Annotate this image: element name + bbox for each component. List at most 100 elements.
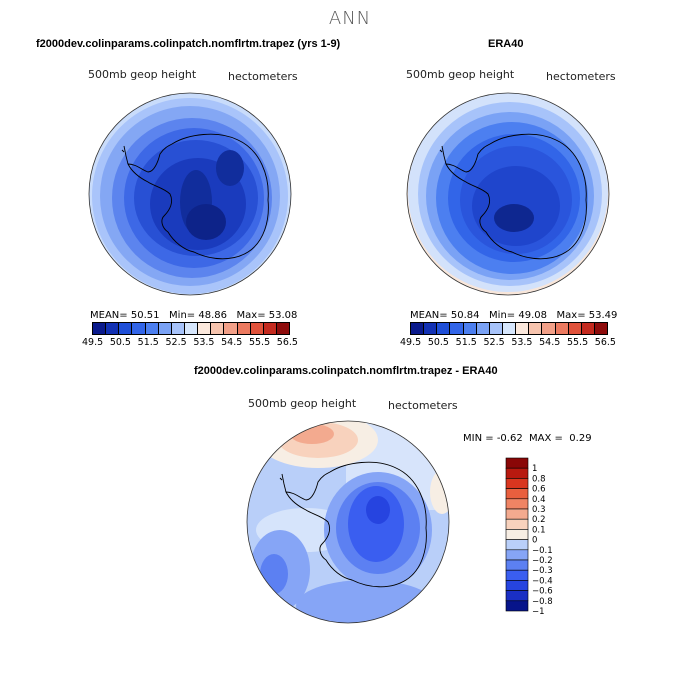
p2-max-value: 53.49 — [588, 310, 618, 321]
p1-mean-label: MEAN= — [90, 310, 128, 321]
p3-colorbar-swatch — [505, 457, 529, 469]
p2-colorbar-swatch — [541, 323, 555, 334]
panel-2-map — [406, 92, 610, 296]
p1-min-value: 48.86 — [198, 310, 227, 321]
p1-colorbar-swatch — [157, 323, 171, 334]
p3-colorbar-tick-label: 1 — [532, 464, 537, 474]
p2-map-border — [406, 92, 610, 296]
panel-3-title: f2000dev.colinparams.colinpatch.nomflrtm… — [194, 365, 498, 377]
p3-max-value: 0.29 — [569, 433, 592, 444]
p1-colorbar-swatch — [275, 323, 290, 334]
p1-colorbar-swatch — [131, 323, 145, 334]
p3-colorbar-tick-label: −0.6 — [532, 587, 553, 597]
p3-colorbar-tick-label: −0.3 — [532, 566, 553, 576]
panel-3-stats: MIN = -0.62 MAX = 0.29 — [463, 433, 592, 444]
p3-neg-4 — [366, 496, 390, 524]
p2-max-label: Max= — [556, 310, 586, 321]
panel-2-colorbar-labels: 49.5 50.5 51.5 52.5 53.5 54.5 55.5 56.5 — [400, 337, 616, 348]
panel-1-variable: 500mb geop height — [88, 68, 197, 81]
p3-colorbar-tick-label: 0.8 — [532, 474, 546, 484]
p2-core — [494, 204, 534, 232]
p3-peninsula — [279, 473, 287, 493]
p3-neg-3 — [348, 486, 404, 562]
p1-colorbar-swatch — [262, 323, 276, 334]
p3-colorbar-tick-label: 0.6 — [532, 485, 546, 495]
p3-colorbar-tick-label: 0.2 — [532, 515, 546, 525]
p2-colorbar-tick-label: 55.5 — [566, 337, 589, 348]
p3-max-label: MAX = — [529, 433, 563, 444]
p2-colorbar-swatch — [515, 323, 529, 334]
p1-colorbar-tick-label: 55.5 — [248, 337, 271, 348]
p2-colorbar-swatch — [411, 323, 424, 334]
p2-colorbar-swatch — [488, 323, 502, 334]
p1-colorbar-swatch — [223, 323, 237, 334]
p2-colorbar-tick-label: 52.5 — [483, 337, 505, 348]
p1-mean-value: 50.51 — [130, 310, 160, 321]
p2-colorbar-swatch — [436, 323, 450, 334]
p2-min-label: Min= — [489, 310, 516, 321]
p1-colorbar-tick-label: 51.5 — [137, 337, 159, 348]
p2-colorbar-swatch — [554, 323, 568, 334]
panel-2-title: ERA40 — [488, 38, 524, 50]
p3-map-border — [246, 420, 450, 624]
panel-3-units: hectometers — [388, 399, 458, 412]
p1-peninsula — [121, 145, 129, 165]
panel-3-colorbar: 10.80.60.40.30.20.10−0.1−0.2−0.3−0.4−0.6… — [505, 457, 553, 617]
p3-min-value: -0.62 — [496, 433, 523, 444]
p3-colorbar-swatch — [505, 549, 529, 561]
p1-colorbar-swatch — [144, 323, 158, 334]
p1-colorbar-swatch — [93, 323, 106, 334]
p2-colorbar-tick-label: 50.5 — [427, 337, 449, 348]
p3-colorbar-swatch — [505, 508, 529, 520]
panel-2-stats: MEAN= 50.84 Min= 49.08 Max= 53.49 — [410, 310, 617, 321]
p3-colorbar-swatch — [505, 600, 529, 612]
p2-colorbar-tick-label: 51.5 — [455, 337, 477, 348]
p3-colorbar-swatch — [505, 529, 529, 540]
p2-colorbar-swatch — [423, 323, 437, 334]
p1-max-label: Max= — [236, 310, 266, 321]
p1-colorbar-swatch — [236, 323, 250, 334]
p2-colorbar-swatch — [475, 323, 489, 334]
panel-1-colorbar-labels: 49.5 50.5 51.5 52.5 53.5 54.5 55.5 56.5 — [82, 337, 298, 348]
p2-colorbar-swatch — [501, 323, 516, 334]
p3-colorbar-tick-label: 0.1 — [532, 525, 546, 535]
p3-colorbar-tick-label: −0.8 — [532, 597, 553, 607]
p2-peninsula — [439, 145, 447, 165]
p3-coastline — [285, 461, 427, 588]
p1-colorbar-tick-label: 53.5 — [193, 337, 215, 348]
p1-colorbar-swatch — [170, 323, 184, 334]
p3-neg-sw-core — [260, 554, 288, 594]
p3-colorbar-swatch — [505, 590, 529, 602]
panel-1-title: f2000dev.colinparams.colinpatch.nomflrtm… — [36, 38, 341, 50]
p1-colorbar-swatch — [197, 323, 211, 334]
p2-mean-label: MEAN= — [410, 310, 448, 321]
p2-mean-value: 50.84 — [450, 310, 480, 321]
panel-2-colorbar — [410, 322, 608, 335]
p2-colorbar-swatch — [449, 323, 463, 334]
p3-colorbar-swatch — [505, 488, 529, 500]
panel-3-map — [246, 420, 450, 624]
panel-1-stats: MEAN= 50.51 Min= 48.86 Max= 53.08 — [90, 310, 297, 321]
p1-colorbar-swatch — [183, 323, 198, 334]
p3-colorbar-swatch — [505, 518, 529, 530]
panel-3-variable: 500mb geop height — [248, 397, 357, 410]
panel-1-colorbar — [92, 322, 290, 335]
p3-colorbar-tick-label: 0.3 — [532, 505, 546, 515]
panel-1-map — [88, 92, 292, 296]
p2-coastline — [445, 133, 587, 260]
p2-colorbar-swatch — [462, 323, 476, 334]
p2-colorbar-swatch — [567, 323, 581, 334]
p1-colorbar-tick-label: 49.5 — [82, 337, 104, 348]
p2-colorbar-tick-label: 56.5 — [594, 337, 616, 348]
main-title: ANN — [328, 8, 372, 29]
p2-colorbar-swatch — [593, 323, 608, 334]
p2-colorbar-tick-label: 54.5 — [539, 337, 561, 348]
p1-colorbar-swatch — [118, 323, 132, 334]
panel-1-units: hectometers — [228, 70, 298, 83]
p1-max-value: 53.08 — [268, 310, 298, 321]
p1-core-c — [186, 204, 226, 240]
p1-colorbar-tick-label: 52.5 — [165, 337, 187, 348]
p3-colorbar-tick-label: −0.1 — [532, 546, 553, 556]
p3-colorbar-swatch — [505, 580, 529, 591]
panel-2-variable: 500mb geop height — [406, 68, 515, 81]
